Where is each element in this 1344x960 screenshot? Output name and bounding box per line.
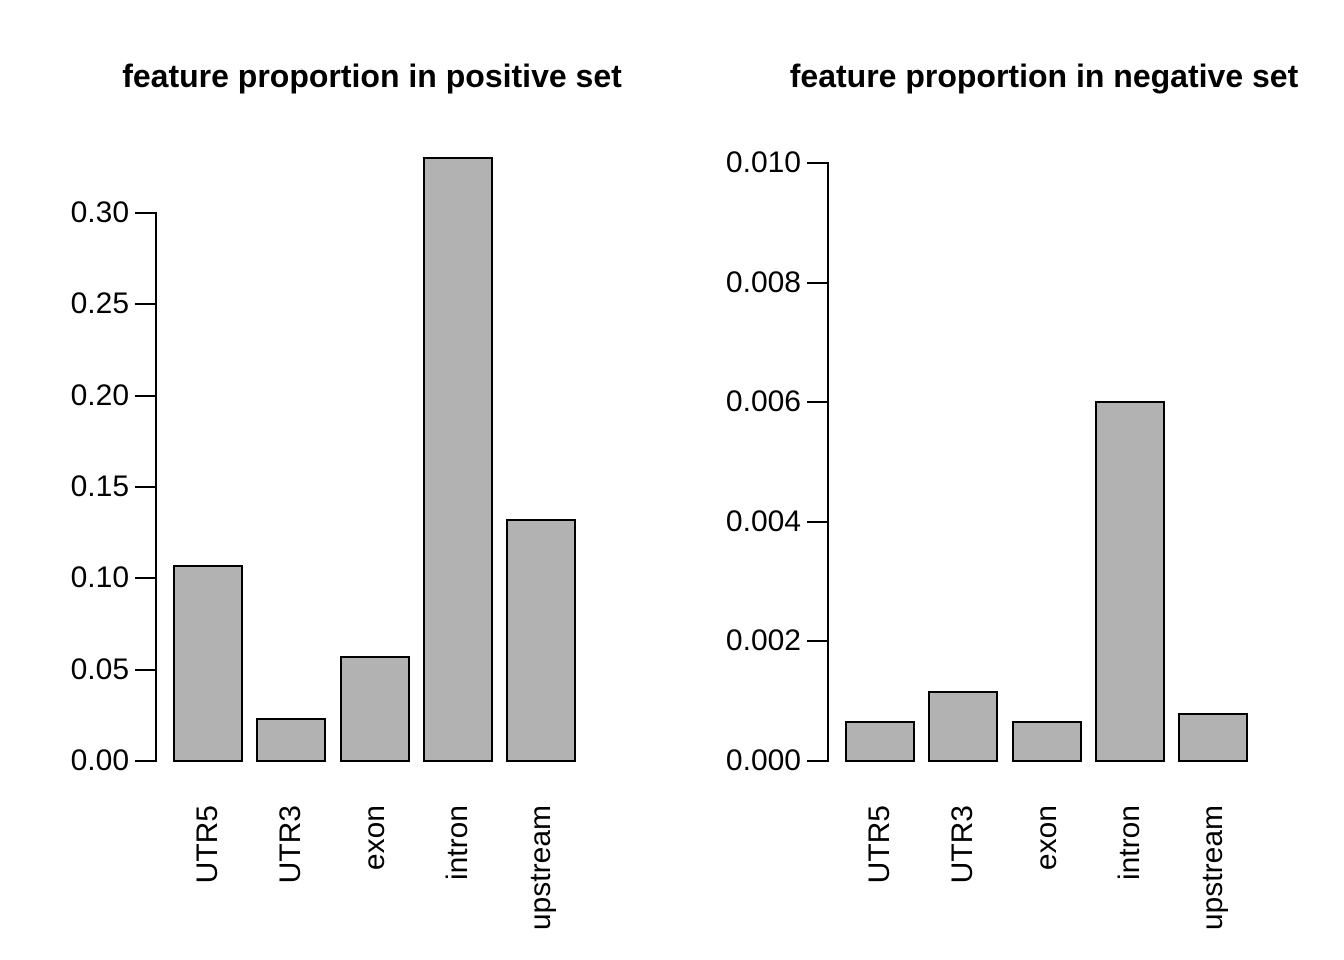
- y-tick-label: 0.25: [70, 287, 129, 321]
- bar-utr5: [845, 721, 915, 762]
- y-tick-mark: [135, 760, 155, 762]
- y-tick-label: 0.010: [725, 146, 801, 179]
- y-tick-label: 0.004: [725, 504, 801, 538]
- bar-intron: [1094, 401, 1165, 762]
- bar-upstream: [1178, 713, 1249, 762]
- y-tick-mark: [807, 520, 827, 523]
- panel-positive-set: feature proportion in positive set 0.00 0…: [70, 58, 622, 931]
- y-tick-mark: [135, 668, 155, 671]
- y-tick-label: 0.006: [725, 385, 801, 419]
- y-tick-mark: [807, 162, 827, 164]
- y-tick-label: 0.000: [725, 744, 801, 777]
- y-tick-label: 0.00: [70, 744, 129, 777]
- x-tick-label-utr3: UTR3: [274, 805, 308, 884]
- y-axis-line: [155, 212, 157, 762]
- chart-title-negative: feature proportion in negative set: [789, 58, 1299, 94]
- bar-exon: [1011, 721, 1082, 762]
- x-tick-label-exon: exon: [357, 805, 391, 871]
- chart-title-positive: feature proportion in positive set: [122, 58, 622, 94]
- y-tick-mark: [135, 394, 155, 397]
- x-tick-label-utr5: UTR5: [191, 805, 224, 884]
- y-tick-mark: [807, 760, 827, 762]
- panel-negative-set: feature proportion in negative set 0.000…: [672, 0, 1344, 960]
- y-tick-label: 0.20: [70, 378, 129, 412]
- bar-intron: [422, 157, 493, 762]
- x-tick-label-intron: intron: [1112, 805, 1146, 881]
- y-tick-label: 0.15: [70, 470, 129, 503]
- y-tick-mark: [807, 640, 827, 643]
- y-tick-mark: [135, 577, 155, 580]
- y-tick-mark: [135, 303, 155, 306]
- x-tick-label-upstream: upstream: [524, 805, 558, 931]
- bar-upstream: [506, 518, 577, 762]
- y-tick-mark: [807, 281, 827, 284]
- y-tick-label: 0.008: [725, 265, 801, 299]
- x-tick-label-upstream: upstream: [1196, 805, 1230, 931]
- bar-utr3: [256, 717, 327, 762]
- y-tick-label: 0.002: [725, 624, 801, 658]
- x-tick-label-utr3: UTR3: [946, 805, 980, 884]
- y-tick-mark: [135, 212, 155, 214]
- y-axis-line: [827, 162, 829, 762]
- bar-utr5: [173, 564, 243, 762]
- x-tick-label-exon: exon: [1029, 805, 1063, 871]
- bar-exon: [339, 655, 410, 762]
- y-tick-mark: [135, 486, 155, 488]
- y-tick-mark: [807, 401, 827, 404]
- y-tick-label: 0.05: [70, 652, 129, 686]
- y-tick-label: 0.30: [70, 196, 129, 229]
- y-tick-label: 0.10: [70, 561, 129, 595]
- bar-utr3: [928, 691, 999, 762]
- x-tick-label-intron: intron: [440, 805, 474, 881]
- x-tick-label-utr5: UTR5: [863, 805, 896, 884]
